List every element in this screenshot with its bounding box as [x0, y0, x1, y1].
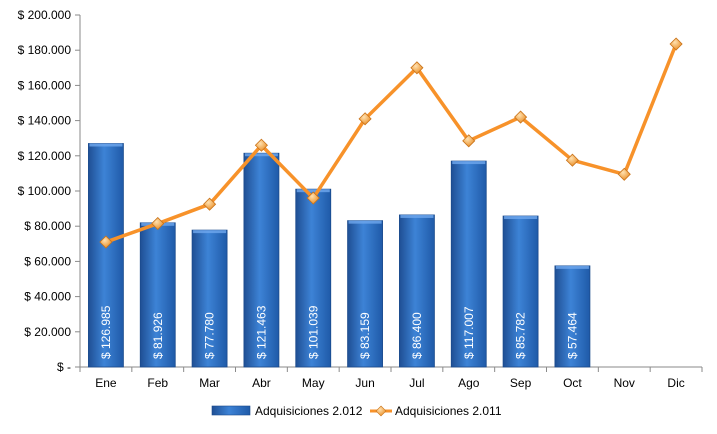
bar-data-label: $ 57.464	[565, 312, 579, 359]
x-tick-label: Sep	[510, 376, 532, 390]
x-tick-label: Dic	[667, 376, 684, 390]
x-tick-label: May	[302, 376, 325, 390]
bar-top-highlight	[193, 230, 227, 234]
bar-data-label: $ 83.159	[358, 312, 372, 359]
x-tick-label: Jul	[409, 376, 424, 390]
bar-data-label: $ 101.039	[306, 305, 320, 359]
legend-label-2012: Adquisiciones 2.012	[255, 404, 363, 418]
bar	[191, 229, 228, 368]
bar	[399, 214, 435, 368]
y-tick-label: $ 140.000	[18, 114, 72, 128]
line-path	[105, 43, 678, 244]
bar	[502, 215, 539, 368]
y-tick-label: $ 40.000	[24, 290, 71, 304]
x-tick-label: Ago	[458, 376, 480, 390]
y-tick-label: $ 200.000	[18, 8, 72, 22]
line-series	[99, 37, 683, 249]
y-tick-label: $ 160.000	[18, 78, 72, 92]
bar-top-highlight	[400, 214, 434, 218]
bar-data-label: $ 85.782	[514, 312, 528, 359]
axes: $ - $ 20.000 $ 40.000 $ 60.000 $ 80.000 $ 100…	[18, 8, 703, 390]
x-tick-label: Ene	[95, 376, 117, 390]
legend: Adquisiciones 2.012 Adquisiciones 2.011	[211, 404, 502, 418]
bar-top-highlight	[555, 265, 589, 269]
line-point	[669, 37, 683, 51]
legend-line-marker	[375, 405, 387, 417]
x-tick-label: Abr	[252, 376, 271, 390]
bar-top-highlight	[504, 216, 538, 220]
y-tick-label: $ 100.000	[18, 184, 72, 198]
y-tick-label: $ 60.000	[24, 254, 71, 268]
bar	[295, 188, 332, 368]
x-tick-label: Feb	[147, 376, 168, 390]
bar	[243, 152, 280, 368]
bar-data-label: $ 121.463	[254, 305, 268, 359]
bar-top-highlight	[89, 143, 123, 147]
line-point	[462, 134, 476, 148]
bar-top-highlight	[244, 153, 278, 157]
bar-top-highlight	[296, 189, 330, 193]
line-point	[203, 197, 217, 211]
bar	[139, 222, 176, 368]
legend-label-2011: Adquisiciones 2.011	[395, 404, 502, 418]
bar-data-label: $ 126.985	[99, 305, 113, 359]
line-point	[254, 138, 268, 152]
bar	[554, 265, 591, 368]
line-point	[151, 216, 165, 231]
line-point	[617, 167, 631, 181]
y-tick-label: $ 20.000	[24, 325, 71, 339]
bar-data-label: $ 77.780	[203, 312, 217, 359]
bar	[347, 220, 383, 368]
x-tick-label: Mar	[199, 376, 220, 390]
bar-top-highlight	[348, 220, 382, 224]
line-point	[358, 112, 372, 126]
y-tick-label: $ 80.000	[24, 219, 71, 233]
bar-data-label: $ 81.926	[151, 312, 165, 359]
bar	[450, 160, 487, 368]
x-tick-label: Jun	[355, 376, 374, 390]
x-tick-label: Oct	[563, 376, 582, 390]
legend-bar-swatch	[211, 405, 251, 416]
y-tick-label: $ 180.000	[18, 43, 72, 57]
y-tick-label: $ -	[57, 360, 71, 374]
bar-series	[88, 143, 591, 368]
bar-data-label: $ 86.400	[410, 312, 424, 359]
line-point	[514, 110, 528, 124]
bar-top-highlight	[452, 161, 486, 165]
bar-data-label: $ 117.007	[462, 306, 476, 359]
y-tick-label: $ 120.000	[18, 149, 72, 163]
line-point	[306, 191, 320, 205]
line-point	[565, 153, 579, 167]
x-tick-label: Nov	[614, 376, 635, 390]
line-point	[410, 61, 424, 75]
line-point	[99, 235, 113, 249]
bar-data-labels: $ 126.985 $ 81.926 $ 77.780 $ 121.463 $ 101.…	[99, 305, 580, 359]
